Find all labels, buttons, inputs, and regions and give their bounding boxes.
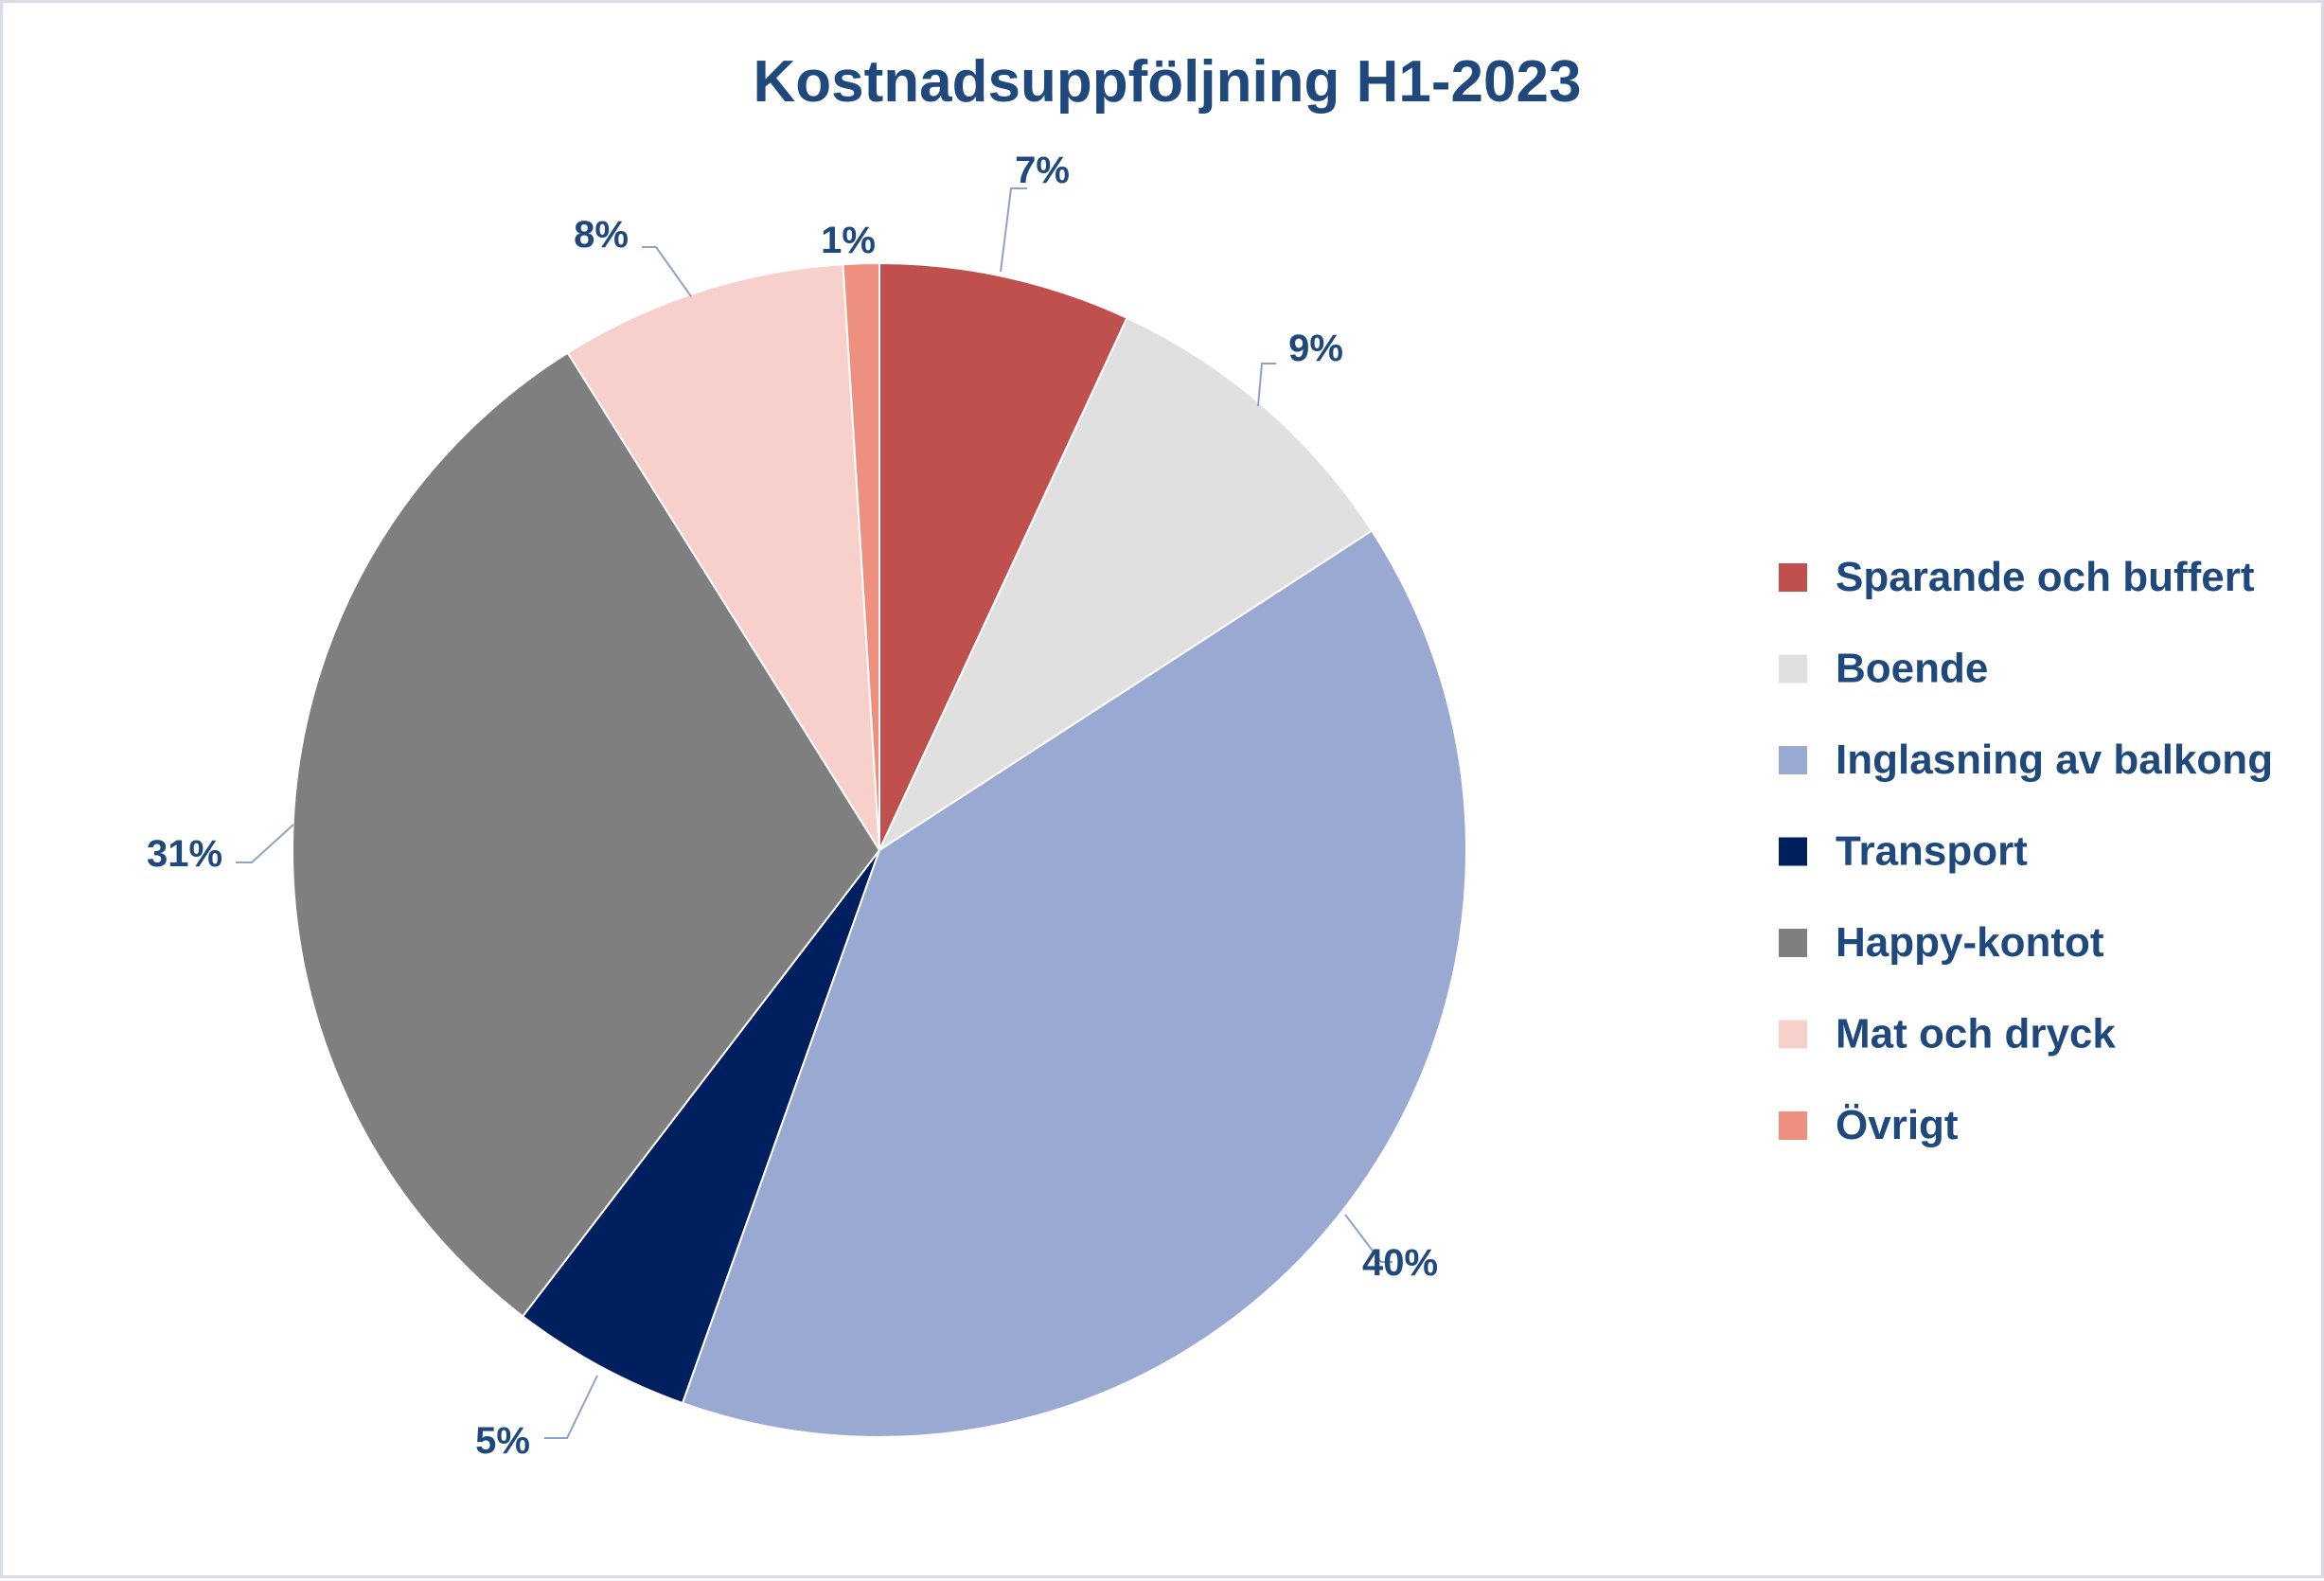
pie-slice-transport <box>521 849 880 1405</box>
data-label: 40% <box>1362 1242 1438 1284</box>
legend-label: Övrigt <box>1836 1102 1959 1148</box>
chart-title: Kostnadsuppföljning H1-2023 <box>754 49 1582 115</box>
pie-slice-boende <box>877 316 1374 853</box>
leader-line <box>1257 363 1276 407</box>
legend: Sparande och buffert Boende Inglasning av … <box>1779 554 2273 1148</box>
legend-swatch <box>1779 1111 1807 1140</box>
data-label: 5% <box>475 1420 530 1462</box>
legend-label: Mat och dryck <box>1836 1011 2116 1057</box>
data-label: 31% <box>147 833 222 875</box>
pie-slice-inglasning-av-balkong <box>681 529 1467 1438</box>
leader-line <box>544 1375 598 1439</box>
legend-swatch <box>1779 746 1807 774</box>
legend-swatch <box>1779 654 1807 684</box>
pie-chart: Kostnadsuppföljning H1-2023 7% 9% 40% 5% 31%… <box>147 49 2273 1462</box>
data-labels: 7% 9% 40% 5% 31% 8% 1% <box>147 150 1438 1462</box>
legend-label: Inglasning av balkong <box>1836 737 2273 783</box>
legend-swatch <box>1779 1020 1807 1049</box>
legend-swatch <box>1779 837 1807 866</box>
legend-swatch <box>1779 929 1807 957</box>
data-label: 1% <box>821 220 876 261</box>
pie-slices <box>292 261 1467 1438</box>
data-label: 8% <box>574 214 629 256</box>
legend-label: Sparande och buffert <box>1836 554 2255 600</box>
leader-line <box>236 824 294 863</box>
legend-label: Happy-kontot <box>1836 919 2104 966</box>
data-label: 7% <box>1015 150 1070 191</box>
pie-slice-övrigt <box>842 261 880 851</box>
leader-line <box>1344 1214 1393 1263</box>
pie-slice-sparande-och-buffert <box>878 261 1128 851</box>
leader-line <box>642 246 692 297</box>
legend-label: Transport <box>1836 828 2028 875</box>
label-leader-lines <box>236 187 1393 1439</box>
legend-label: Boende <box>1836 646 1988 692</box>
leader-line <box>1000 187 1027 273</box>
pie-slice-happy-kontot <box>292 351 881 1318</box>
legend-swatch <box>1779 563 1807 592</box>
data-label: 9% <box>1288 328 1343 369</box>
pie-slice-mat-och-dryck <box>566 263 880 851</box>
